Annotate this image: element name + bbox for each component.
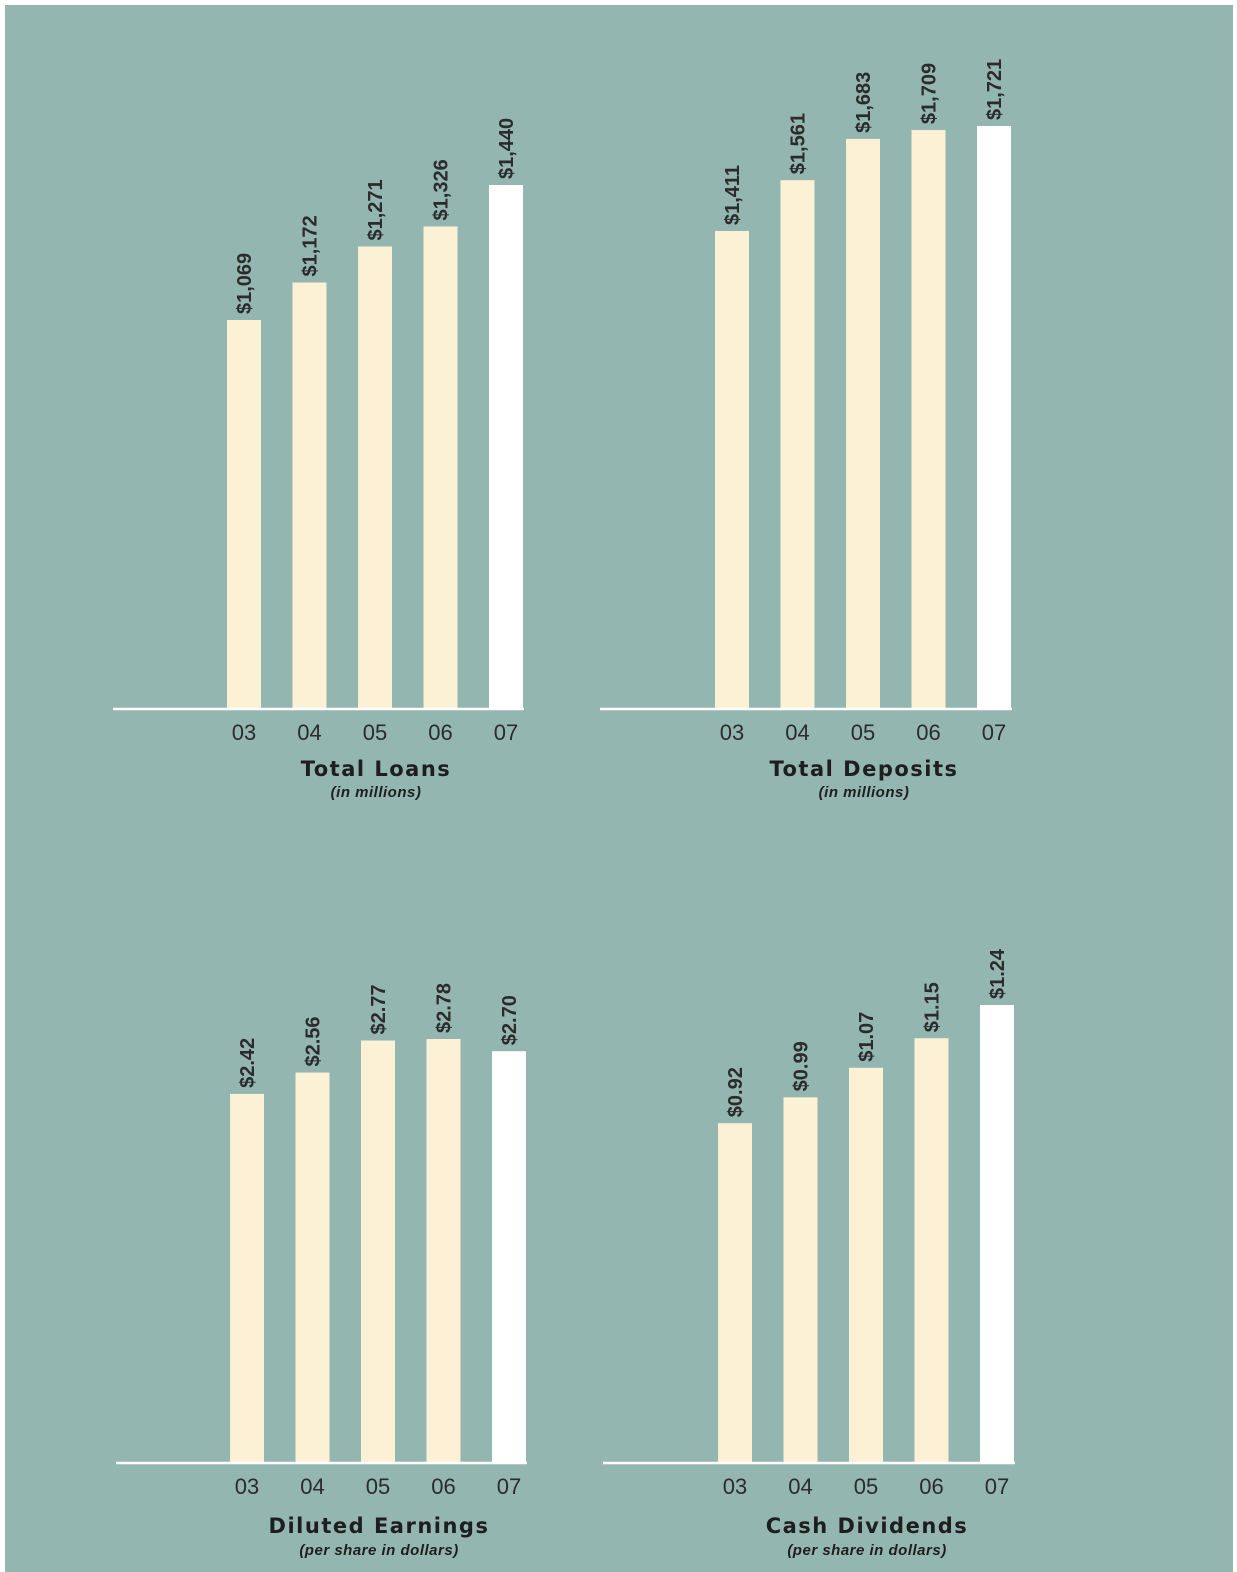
total-loans-tick-label: 04 xyxy=(297,720,321,745)
diluted-earnings-title: Diluted Earnings xyxy=(269,1514,490,1538)
cash-dividends-bar-06 xyxy=(914,1038,949,1463)
cash-dividends-subtitle: (per share in dollars) xyxy=(787,1542,946,1559)
cash-dividends-value-label: $1.07 xyxy=(856,1012,878,1062)
cash-dividends-value-label: $1.15 xyxy=(922,982,944,1032)
cash-dividends-tick-label: 05 xyxy=(854,1474,878,1499)
diluted-earnings-tick-label: 06 xyxy=(431,1474,455,1499)
diluted-earnings-bar-05 xyxy=(361,1040,395,1463)
total-deposits-bar-06 xyxy=(911,130,946,710)
total-deposits-tick-label: 03 xyxy=(720,720,744,745)
cash-dividends-chart: $0.92 03 $0.99 04 $1.07 05 $1.15 06 $1.24 07 Cash … xyxy=(603,948,1015,1559)
total-deposits-bar-05 xyxy=(846,138,880,709)
total-loans-tick-label: 07 xyxy=(494,720,518,745)
total-loans-tick-label: 05 xyxy=(363,720,387,745)
cash-dividends-value-label: $0.99 xyxy=(791,1041,813,1091)
total-loans-value-label: $1,069 xyxy=(234,253,256,314)
total-loans-subtitle: (in millions) xyxy=(331,784,422,801)
total-loans-bar-04 xyxy=(292,282,327,709)
cash-dividends-tick-label: 04 xyxy=(788,1474,812,1499)
chart-panel-background xyxy=(5,5,1233,1572)
cash-dividends-value-label: $1.24 xyxy=(987,948,1009,999)
total-loans-bar-05 xyxy=(358,246,392,709)
diluted-earnings-value-label: $2.77 xyxy=(368,984,390,1034)
cash-dividends-bar-03 xyxy=(718,1123,752,1463)
total-deposits-value-label: $1,561 xyxy=(788,113,810,174)
total-loans-tick-label: 03 xyxy=(232,720,256,745)
total-loans-chart: $1,069 03 $1,172 04 $1,271 05 $1,326 06 $1,440 07… xyxy=(113,118,524,801)
diluted-earnings-chart: $2.42 03 $2.56 04 $2.77 05 $2.78 06 $2.70 07 Dilut… xyxy=(116,983,527,1559)
total-deposits-title: Total Deposits xyxy=(769,757,958,781)
total-deposits-tick-label: 06 xyxy=(916,720,940,745)
cash-dividends-bar-07 xyxy=(980,1005,1014,1463)
total-deposits-value-label: $1,411 xyxy=(722,165,744,225)
diluted-earnings-tick-label: 04 xyxy=(300,1474,324,1499)
total-deposits-value-label: $1,683 xyxy=(853,72,875,133)
cash-dividends-tick-label: 07 xyxy=(985,1474,1009,1499)
total-deposits-chart: $1,411 03 $1,561 04 $1,683 05 $1,709 06 $1,721 07… xyxy=(600,59,1012,801)
total-deposits-tick-label: 04 xyxy=(785,720,809,745)
total-loans-tick-label: 06 xyxy=(428,720,452,745)
cash-dividends-tick-label: 03 xyxy=(723,1474,747,1499)
diluted-earnings-tick-label: 07 xyxy=(497,1474,521,1499)
total-loans-bar-06 xyxy=(423,226,458,709)
total-loans-value-label: $1,440 xyxy=(496,118,518,179)
total-loans-bar-03 xyxy=(227,320,261,709)
total-loans-bar-07 xyxy=(489,185,523,709)
total-deposits-value-label: $1,721 xyxy=(984,59,1006,120)
total-deposits-subtitle: (in millions) xyxy=(819,784,910,801)
cash-dividends-value-label: $0.92 xyxy=(725,1067,747,1117)
diluted-earnings-bar-07 xyxy=(492,1051,526,1463)
total-deposits-value-label: $1,709 xyxy=(919,63,941,124)
cash-dividends-bar-05 xyxy=(849,1067,883,1463)
total-deposits-tick-label: 07 xyxy=(982,720,1006,745)
diluted-earnings-bar-04 xyxy=(295,1072,330,1463)
total-deposits-bar-07 xyxy=(977,126,1011,709)
diluted-earnings-value-label: $2.56 xyxy=(303,1016,325,1066)
diluted-earnings-tick-label: 03 xyxy=(235,1474,259,1499)
diluted-earnings-subtitle: (per share in dollars) xyxy=(299,1542,458,1559)
diluted-earnings-bar-03 xyxy=(230,1093,264,1463)
cash-dividends-tick-label: 06 xyxy=(919,1474,943,1499)
total-loans-value-label: $1,326 xyxy=(431,159,453,220)
diluted-earnings-value-label: $2.42 xyxy=(237,1038,259,1088)
total-loans-value-label: $1,172 xyxy=(300,215,322,276)
diluted-earnings-bar-06 xyxy=(426,1039,461,1463)
cash-dividends-title: Cash Dividends xyxy=(766,1514,969,1538)
total-loans-title: Total Loans xyxy=(301,757,452,781)
total-loans-value-label: $1,271 xyxy=(365,179,387,240)
total-deposits-tick-label: 05 xyxy=(851,720,875,745)
total-deposits-bar-04 xyxy=(780,180,815,709)
diluted-earnings-value-label: $2.78 xyxy=(434,983,456,1033)
diluted-earnings-tick-label: 05 xyxy=(366,1474,390,1499)
diluted-earnings-value-label: $2.70 xyxy=(499,995,521,1045)
cash-dividends-bar-04 xyxy=(783,1097,818,1463)
total-deposits-bar-03 xyxy=(715,231,749,709)
